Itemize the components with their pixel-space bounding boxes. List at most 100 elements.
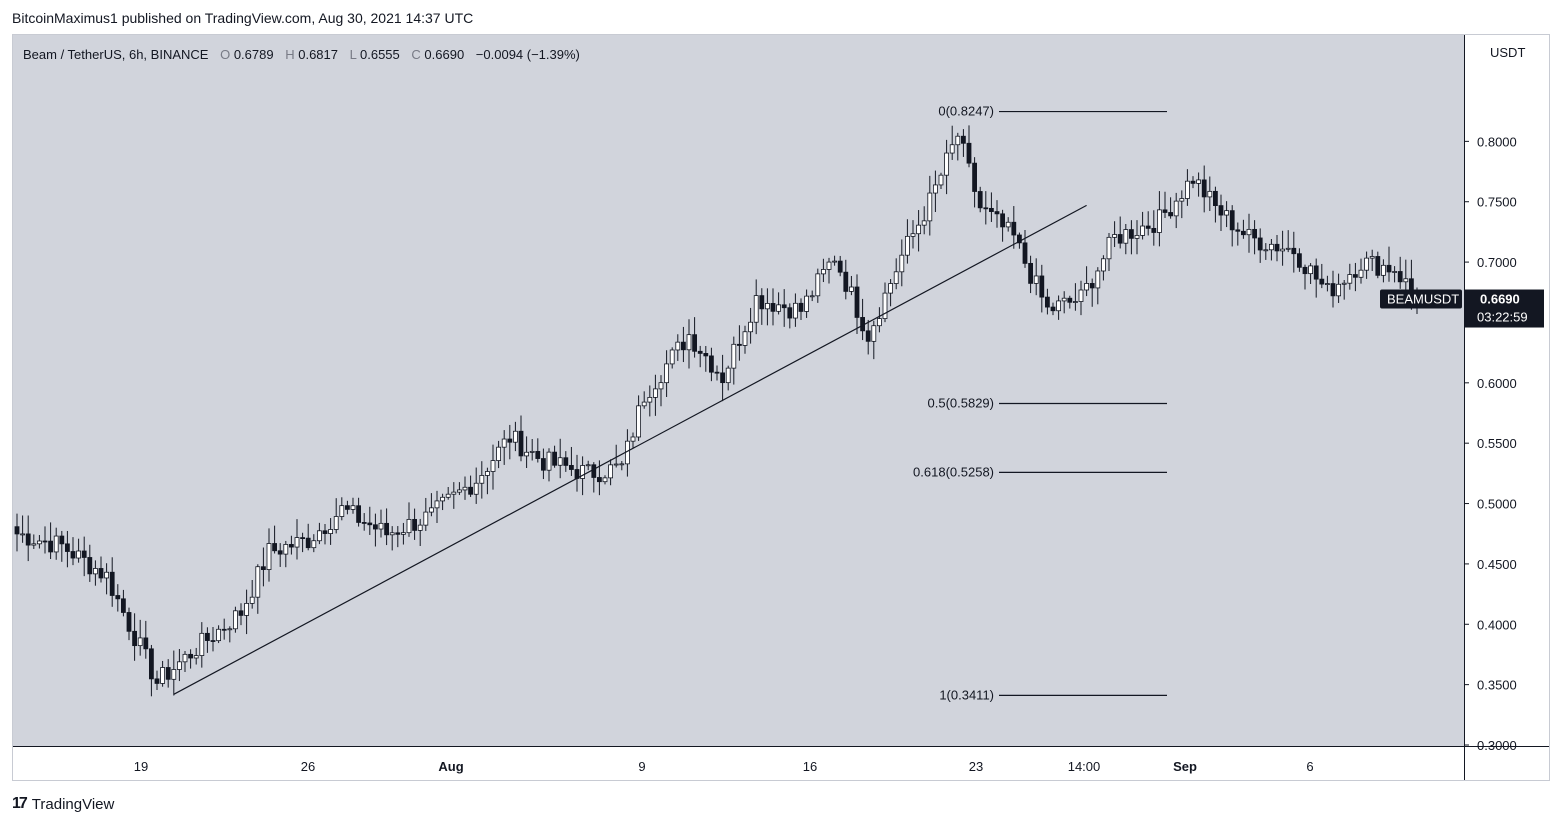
candle-down (1117, 234, 1123, 244)
candle-down (697, 350, 703, 354)
candle-down (361, 522, 367, 524)
chart-panel[interactable]: 0(0.8247) 0.5(0.5829) 0.618(0.5258) 1(0.341… (12, 34, 1550, 781)
candle-up (686, 334, 692, 351)
candle-down (25, 533, 31, 546)
candle-up (1056, 300, 1061, 312)
candle-up (1106, 236, 1112, 260)
candle-up (490, 460, 496, 472)
candle-up (400, 532, 406, 535)
candle-down (1330, 283, 1336, 297)
candle-down (1028, 262, 1033, 284)
candle-down (48, 540, 53, 553)
legend-open-value: 0.6789 (234, 47, 274, 62)
candle-up (1285, 247, 1291, 250)
candle-up (1347, 274, 1353, 284)
candle-up (249, 596, 255, 604)
candle-down (1257, 237, 1263, 251)
candle-down (989, 207, 994, 212)
publish-header: BitcoinMaximus1 published on TradingView… (12, 10, 474, 26)
y-tick-label: 0.4000 (1477, 617, 1517, 632)
candle-down (541, 458, 546, 471)
candle-down (972, 162, 977, 192)
y-tick-label: 0.3500 (1477, 678, 1517, 693)
fib-level-label: 1(0.3411) (939, 687, 994, 702)
candle-up (31, 543, 37, 546)
footer-brand[interactable]: 17 TradingView (12, 795, 114, 813)
candle-down (681, 341, 686, 351)
candle-up (1095, 270, 1101, 289)
candle-down (148, 648, 154, 680)
candle-down (781, 304, 787, 309)
candle-down (1375, 256, 1381, 276)
candle-up (927, 192, 933, 222)
candle-up (1280, 248, 1285, 252)
candle-down (165, 667, 171, 680)
y-tick-label: 0.3000 (1477, 738, 1517, 753)
candle-down (837, 260, 843, 273)
fib-level-label: 0.5(0.5829) (928, 395, 995, 410)
candle-down (591, 464, 597, 478)
candle-up (1033, 275, 1039, 284)
candlestick-chart[interactable]: 0(0.8247) 0.5(0.5829) 0.618(0.5258) 1(0.341… (13, 35, 1549, 780)
candle-down (518, 430, 524, 457)
candle-down (204, 632, 210, 641)
candle-up (731, 343, 737, 369)
candle-down (787, 307, 793, 319)
candle-up (479, 475, 485, 484)
candle-up (244, 602, 250, 616)
candle-down (1168, 212, 1173, 217)
legend-high-label: H (285, 47, 294, 62)
x-tick-label: 14:00 (1068, 759, 1101, 774)
candle-down (1050, 306, 1056, 312)
fib-level-label: 0.618(0.5258) (913, 464, 994, 479)
candle-down (1353, 274, 1358, 278)
x-tick-label: Sep (1173, 759, 1197, 774)
candle-down (395, 532, 401, 535)
candle-up (748, 321, 753, 333)
candle-up (434, 500, 440, 509)
y-axis-unit-label: USDT (1490, 45, 1525, 60)
candle-down (1162, 209, 1168, 213)
candle-up (658, 382, 664, 390)
candle-up (815, 273, 821, 297)
candle-down (1319, 278, 1325, 285)
plot-area[interactable] (13, 35, 1464, 746)
candle-up (529, 450, 535, 453)
candle-up (512, 430, 518, 443)
candle-down (1252, 228, 1257, 239)
candle-up (333, 516, 339, 530)
candle-up (804, 295, 809, 312)
candle-up (473, 482, 479, 495)
candle-down (210, 640, 216, 642)
candle-down (356, 505, 362, 523)
time-axis[interactable]: 19 26 Aug 9 16 23 14:00 Sep 6 (134, 759, 1314, 774)
candle-up (955, 135, 961, 146)
candle-down (798, 302, 804, 312)
candle-down (1145, 225, 1151, 229)
footer-brand-label: TradingView (31, 795, 115, 813)
candle-down (1000, 213, 1005, 228)
candle-up (1392, 271, 1397, 273)
candle-down (70, 551, 76, 559)
candle-up (266, 543, 272, 570)
candle-up (417, 524, 423, 531)
candle-down (305, 537, 311, 549)
candle-up (1078, 289, 1084, 302)
tradingview-logo-icon: 17 (12, 795, 28, 812)
price-axis[interactable]: 0.80000.75000.70000.65000.60000.55000.50… (1380, 45, 1544, 753)
candle-up (1173, 200, 1179, 217)
candle-down (1397, 271, 1403, 283)
candle-up (1134, 235, 1140, 239)
candle-up (821, 269, 826, 275)
candle-up (451, 491, 457, 495)
candle-down (994, 211, 1000, 215)
legend-close-value: 0.6690 (424, 47, 464, 62)
candle-up (1185, 180, 1190, 199)
candle-up (1358, 269, 1364, 278)
candle-up (160, 667, 166, 684)
candle-up (1308, 265, 1313, 275)
candle-down (1022, 242, 1028, 264)
candle-down (1045, 296, 1050, 308)
candle-up (255, 566, 261, 598)
candle-down (221, 628, 227, 631)
